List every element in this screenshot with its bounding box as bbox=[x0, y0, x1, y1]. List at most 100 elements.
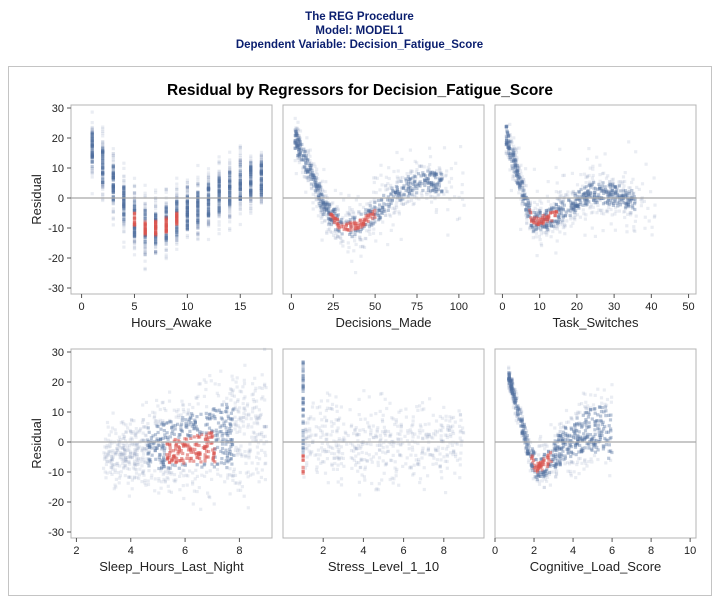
density-point bbox=[508, 135, 513, 139]
density-point bbox=[555, 210, 559, 214]
density-point bbox=[515, 173, 519, 177]
density-point bbox=[504, 134, 508, 138]
density-point bbox=[143, 212, 147, 216]
density-point bbox=[617, 209, 621, 213]
density-point bbox=[263, 347, 267, 351]
density-point bbox=[331, 467, 336, 471]
density-point bbox=[354, 454, 358, 458]
density-point bbox=[301, 366, 305, 370]
density-point bbox=[147, 464, 151, 468]
density-point bbox=[337, 457, 341, 461]
density-point bbox=[561, 439, 565, 443]
density-point bbox=[449, 433, 453, 437]
density-point bbox=[210, 441, 214, 445]
density-point bbox=[301, 402, 305, 406]
density-point bbox=[316, 198, 321, 202]
density-point bbox=[160, 480, 164, 484]
density-point bbox=[557, 445, 561, 449]
density-point bbox=[380, 206, 384, 210]
density-point bbox=[385, 187, 389, 191]
density-point bbox=[211, 448, 215, 452]
density-point bbox=[154, 201, 158, 205]
density-point bbox=[514, 158, 518, 163]
density-point bbox=[558, 147, 562, 151]
density-point bbox=[378, 208, 382, 212]
density-point bbox=[365, 229, 369, 233]
density-point bbox=[213, 382, 217, 386]
x-tick-label: 10 bbox=[181, 301, 193, 313]
density-point bbox=[355, 221, 359, 225]
density-point bbox=[122, 185, 126, 189]
density-point bbox=[196, 163, 200, 168]
density-point bbox=[127, 454, 132, 459]
density-point bbox=[524, 446, 528, 450]
density-point bbox=[232, 394, 236, 398]
density-point bbox=[122, 201, 126, 205]
density-point bbox=[182, 410, 186, 414]
density-point bbox=[601, 229, 605, 233]
density-point bbox=[430, 173, 434, 177]
density-point bbox=[161, 400, 165, 404]
density-point bbox=[508, 134, 512, 138]
density-point bbox=[563, 426, 567, 430]
density-point bbox=[597, 182, 601, 186]
density-point bbox=[356, 229, 360, 233]
density-point bbox=[185, 200, 189, 204]
density-point bbox=[342, 422, 346, 426]
density-point bbox=[122, 215, 126, 219]
density-point bbox=[574, 208, 578, 213]
density-point bbox=[510, 378, 514, 382]
density-point bbox=[372, 190, 376, 194]
density-point bbox=[259, 184, 263, 188]
density-point bbox=[228, 228, 232, 232]
density-point bbox=[196, 232, 200, 237]
density-point bbox=[416, 182, 420, 186]
density-point bbox=[319, 181, 323, 185]
density-point bbox=[561, 198, 566, 202]
density-point bbox=[224, 409, 228, 414]
density-point bbox=[139, 427, 143, 431]
density-point bbox=[185, 203, 189, 207]
density-point bbox=[218, 425, 222, 429]
density-point bbox=[384, 210, 388, 214]
density-point bbox=[238, 163, 242, 167]
density-point bbox=[143, 244, 147, 248]
density-point bbox=[388, 477, 392, 482]
density-point bbox=[511, 159, 516, 163]
density-point bbox=[301, 465, 305, 469]
density-point bbox=[259, 169, 263, 173]
density-point bbox=[542, 443, 546, 447]
y-tick-label: 30 bbox=[52, 103, 64, 115]
density-point bbox=[351, 443, 355, 447]
density-point bbox=[90, 143, 94, 147]
density-point bbox=[583, 201, 587, 206]
density-point bbox=[511, 166, 515, 170]
density-point bbox=[399, 437, 403, 441]
density-point bbox=[447, 180, 451, 184]
density-point bbox=[325, 432, 329, 436]
density-point bbox=[178, 474, 182, 478]
density-point bbox=[238, 406, 242, 410]
density-point bbox=[164, 207, 168, 212]
density-point bbox=[310, 174, 315, 178]
density-point bbox=[415, 161, 419, 165]
density-point bbox=[580, 425, 584, 429]
density-point bbox=[623, 206, 628, 210]
density-point bbox=[140, 471, 145, 475]
density-point bbox=[206, 212, 211, 217]
density-point bbox=[589, 191, 593, 195]
density-point bbox=[238, 191, 242, 195]
density-point bbox=[319, 446, 324, 450]
density-point bbox=[185, 186, 189, 190]
density-point bbox=[238, 415, 242, 420]
density-point bbox=[238, 160, 242, 164]
density-point bbox=[573, 432, 577, 436]
density-point bbox=[332, 208, 336, 212]
density-point bbox=[123, 449, 127, 453]
density-point bbox=[175, 225, 179, 229]
density-point bbox=[365, 202, 369, 206]
density-point bbox=[175, 200, 179, 204]
density-point bbox=[228, 492, 232, 496]
density-point bbox=[111, 163, 115, 167]
density-point bbox=[167, 453, 172, 457]
